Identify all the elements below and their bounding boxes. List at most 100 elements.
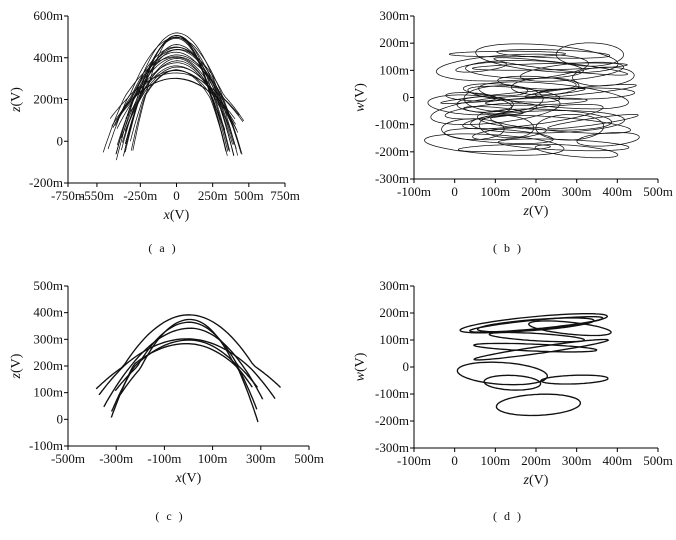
y-axis-label: z(V) (9, 87, 24, 113)
x-tick-label: 750m (270, 188, 300, 203)
y-tick-label: -200m (375, 413, 409, 428)
x-tick-label: 500m (643, 453, 673, 468)
trajectory-loop (547, 114, 639, 130)
trajectory-loop (430, 95, 561, 125)
panel-b: -100m 0 100m 200m 300m 400m 500m -300m -200m -100… (353, 8, 673, 255)
y-tick-label: 300m (379, 8, 409, 23)
trajectory-loop (478, 115, 535, 139)
y-tick-label: 200m (33, 358, 63, 373)
trajectory-loop (123, 35, 230, 154)
panel-caption: ( b ) (493, 241, 523, 255)
trajectory-d (456, 313, 612, 417)
x-tick-label: 200m (521, 453, 551, 468)
trajectory-loop (115, 32, 239, 161)
y-axis-variable: z (9, 106, 24, 113)
trajectory-loop (95, 314, 281, 390)
x-axis-label: x(V) (163, 208, 190, 223)
panel-caption: ( d ) (493, 509, 523, 523)
x-axis-unit: (V) (170, 208, 190, 223)
x-tick-label: -100m (397, 453, 431, 468)
y-axis-unit: (V) (353, 83, 368, 103)
x-tick-label: -750m (51, 188, 85, 203)
trajectory-loop (540, 374, 609, 385)
y-tick-label: 0 (57, 133, 64, 148)
x-tick-label: 500m (294, 451, 324, 466)
y-tick-label: 200m (379, 35, 409, 50)
panel-caption: ( c ) (155, 509, 184, 523)
trajectory-loop (124, 44, 235, 145)
y-axis-label: w(V) (353, 352, 368, 381)
x-tick-label: 300m (562, 184, 592, 199)
y-tick-label: 100m (379, 62, 409, 77)
trajectory-loop (490, 115, 632, 134)
trajectory-loop (484, 97, 588, 106)
trajectory-loop (467, 85, 561, 103)
trajectory-loop (457, 144, 551, 152)
x-axis-unit: (V) (182, 471, 202, 486)
trajectory-loop (116, 56, 233, 146)
y-tick-label: -300m (375, 440, 409, 455)
x-tick-label: -250m (123, 188, 157, 203)
x-tick-label: 100m (481, 184, 511, 199)
trajectory-loop (129, 69, 225, 144)
panel-a: -750m-550m -250m 0 250m 500m 750m -200m 0 200m 40… (9, 8, 300, 255)
y-axis-unit: (V) (9, 87, 24, 107)
trajectory-loop (436, 53, 589, 82)
y-tick-label: 600m (33, 8, 63, 23)
trajectory-c (95, 314, 281, 423)
trajectory-loop (511, 77, 580, 96)
x-axis-label: x(V) (175, 471, 202, 486)
trajectory-loop (448, 50, 566, 58)
y-axis-unit: (V) (353, 352, 368, 372)
trajectory-loop (477, 108, 613, 131)
panel-c: -500m -300m -100m 100m 300m 500m -100m 0 100m 200… (9, 278, 324, 523)
trajectory-loop (456, 361, 548, 386)
trajectory-loop (527, 320, 612, 337)
x-tick-label: 200m (521, 184, 551, 199)
y-tick-label: 100m (379, 332, 409, 347)
trajectory-loop (576, 132, 640, 147)
panel-d: -100m 0 100m 200m 300m 400m 500m -300m -200m -100… (353, 278, 673, 523)
trajectory-loop (424, 133, 565, 156)
trajectory-loop (519, 61, 624, 82)
y-tick-label: -100m (375, 117, 409, 132)
trajectory-loop (110, 343, 259, 423)
x-tick-label: -100m (397, 184, 431, 199)
x-axis-variable: z (523, 204, 530, 219)
x-axis-unit: (V) (529, 473, 549, 488)
trajectory-loop (130, 69, 229, 152)
y-axis-variable: z (9, 372, 24, 379)
y-tick-label: 400m (33, 305, 63, 320)
x-tick-label: 500m (643, 184, 673, 199)
y-axis-variable: w (353, 371, 368, 381)
x-tick-label: 0 (173, 188, 180, 203)
x-axis-unit: (V) (529, 204, 549, 219)
trajectory-loop (444, 128, 554, 144)
trajectory-loop (572, 66, 635, 87)
trajectory-loop (472, 126, 547, 141)
y-tick-label: 300m (33, 331, 63, 346)
x-tick-label: -100m (147, 451, 181, 466)
trajectory-loop (497, 75, 577, 90)
trajectory-loop (441, 118, 505, 140)
x-axis-variable: z (523, 473, 530, 488)
x-tick-label: 100m (481, 453, 511, 468)
trajectory-loop (473, 338, 610, 361)
trajectory-loop (444, 102, 538, 120)
x-tick-label: 0 (451, 184, 458, 199)
trajectory-loop (124, 66, 233, 132)
trajectory-loop (455, 61, 508, 73)
y-tick-label: -100m (375, 386, 409, 401)
x-tick-label: -500m (51, 451, 85, 466)
trajectory-loop (495, 393, 582, 417)
trajectory-loop (98, 338, 276, 400)
trajectory-loop (116, 47, 240, 121)
trajectory-loop (114, 321, 258, 392)
trajectory-loop (119, 318, 253, 396)
trajectory-loop (483, 374, 542, 391)
y-tick-label: 200m (33, 92, 63, 107)
y-tick-label: -200m (29, 175, 63, 190)
trajectory-loop (115, 77, 235, 157)
x-axis-label: z(V) (523, 473, 549, 488)
